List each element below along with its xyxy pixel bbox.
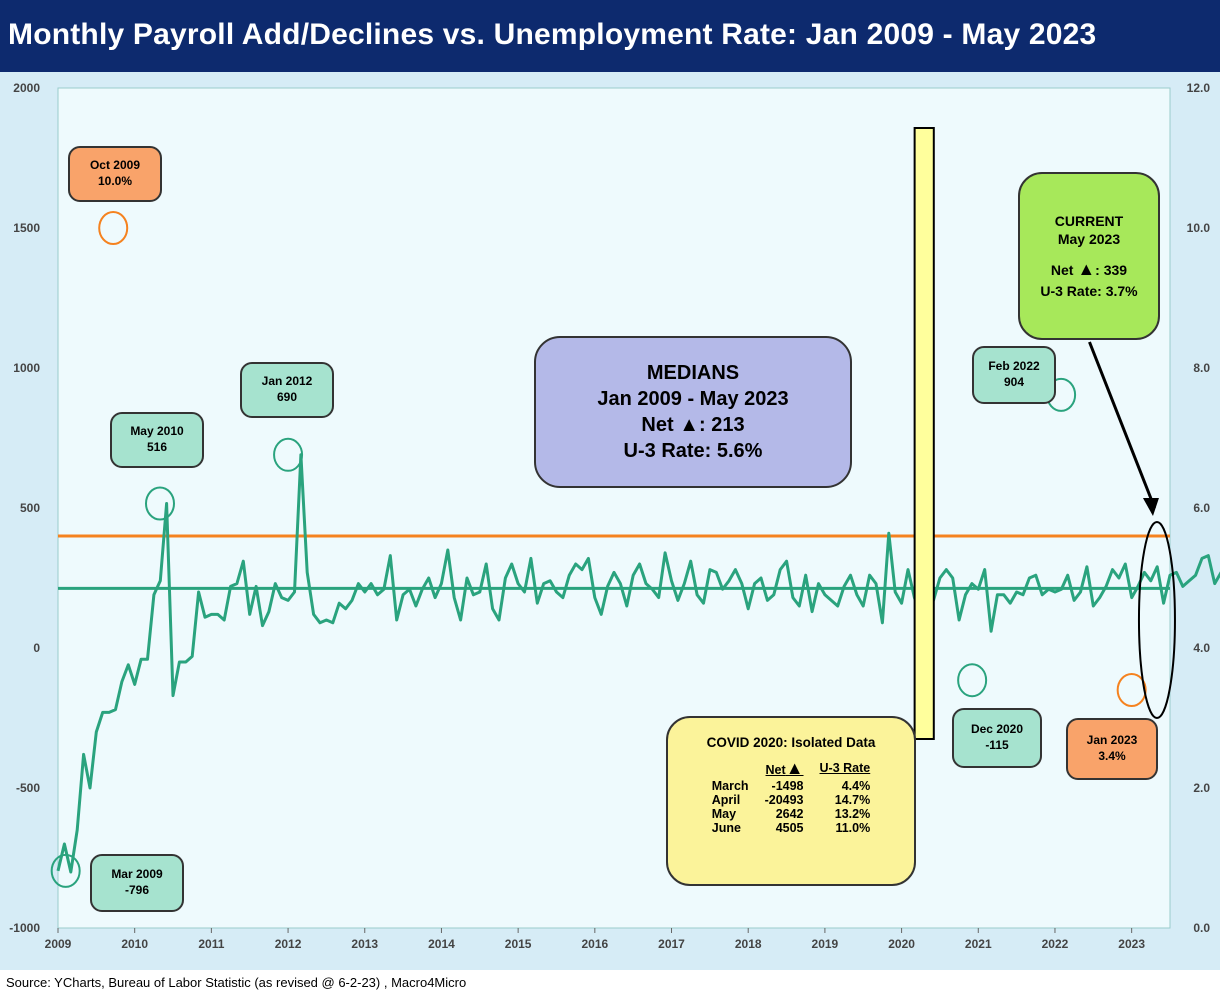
annotation-jan2012-value: 690 (276, 390, 298, 404)
highlight-jan2023 (1116, 673, 1147, 707)
highlight-jan2012 (273, 437, 304, 472)
left-axis-tick-label: 1000 (13, 361, 40, 375)
annotation-mar2009: Mar 2009 -796 (90, 854, 184, 912)
left-axis-tick-label: 1500 (13, 221, 40, 235)
x-axis-tick-label: 2015 (505, 937, 532, 951)
highlight-may2010 (144, 486, 175, 521)
annotation-jan2012: Jan 2012 690 (240, 362, 334, 418)
annotation-may2010-label: May 2010 (130, 424, 184, 439)
annotation-may2010-value: 516 (146, 440, 168, 454)
delta-icon: ▲ (785, 757, 804, 778)
delta-icon: ▲ (679, 414, 699, 436)
x-axis-tick-label: 2011 (198, 937, 224, 951)
annotation-jan2012-label: Jan 2012 (261, 374, 313, 389)
x-axis-tick-label: 2012 (275, 937, 302, 951)
medians-heading: MEDIANS (646, 362, 740, 384)
delta-icon: ▲ (1077, 259, 1096, 280)
annotation-jan2023-label: Jan 2023 (1086, 733, 1138, 748)
current-arrow-line (1088, 341, 1157, 509)
annotation-oct2009-label: Oct 2009 (89, 158, 141, 173)
medians-net: Net ▲: 213 (641, 412, 744, 438)
chart-area: 2000 1500 1000 500 0 -500 -1000 12.0 10.0 8.0 6.0 4… (0, 72, 1220, 970)
annotation-oct2009: Oct 2009 10.0% (68, 146, 162, 202)
covid-heading: COVID 2020: Isolated Data (706, 735, 876, 750)
right-axis-tick-label: 12.0 (1187, 81, 1211, 95)
medians-period: Jan 2009 - May 2023 (597, 388, 789, 410)
highlight-current (1137, 521, 1176, 719)
x-axis-tick-label: 2016 (581, 937, 608, 951)
left-axis-tick-label: 2000 (13, 81, 40, 95)
current-net: Net ▲: 339 (1051, 258, 1127, 281)
highlight-oct2009 (98, 211, 129, 245)
x-axis-tick-label: 2009 (45, 937, 72, 951)
covid-table: Net▲ U-3 Rate March -1498 4.4% April -20493… (704, 758, 878, 835)
current-net-value: : 339 (1095, 262, 1128, 279)
current-heading: CURRENT (1054, 213, 1124, 230)
medians-u3: U-3 Rate: 5.6% (623, 440, 763, 462)
table-row: June 4505 11.0% (711, 820, 871, 835)
annotation-mar2009-value: -796 (124, 883, 150, 897)
annotation-dec2020-label: Dec 2020 (970, 722, 1024, 737)
covid-col-rate: U-3 Rate (819, 761, 871, 776)
x-axis-tick-label: 2023 (1118, 937, 1145, 951)
current-box: CURRENT May 2023 Net ▲: 339 U-3 Rate: 3.… (1018, 172, 1160, 340)
highlight-dec2020 (957, 663, 988, 698)
source-note: Source: YCharts, Bureau of Labor Statist… (6, 975, 467, 990)
left-axis-tick-label: -500 (16, 781, 40, 795)
x-axis-tick-label: 2010 (121, 937, 148, 951)
right-axis-tick-label: 10.0 (1187, 221, 1211, 235)
chart-title: Monthly Payroll Add/Declines vs. Unemplo… (8, 18, 1097, 51)
current-net-label: Net (1050, 262, 1074, 279)
medians-net-label: Net (641, 414, 674, 436)
x-axis-tick-label: 2018 (735, 937, 762, 951)
left-axis-tick-label: -1000 (9, 921, 40, 935)
covid-col-net: Net▲ (765, 757, 804, 778)
right-axis-tick-label: 2.0 (1193, 781, 1210, 795)
chart-svg: 2000 1500 1000 500 0 -500 -1000 12.0 10.0 8.0 6.0 4… (9, 81, 1220, 951)
current-period: May 2023 (1057, 231, 1121, 248)
annotation-oct2009-value: 10.0% (97, 174, 133, 188)
x-axis-tick-label: 2019 (812, 937, 839, 951)
annotation-dec2020-value: -115 (985, 738, 1009, 752)
annotation-dec2020: Dec 2020 -115 (952, 708, 1042, 768)
right-axis-tick-label: 4.0 (1193, 641, 1210, 655)
x-axis-tick-label: 2021 (965, 937, 992, 951)
left-axis-tick-label: 0 (33, 641, 40, 655)
table-row: May 2642 13.2% (711, 806, 871, 821)
annotation-feb2022-label: Feb 2022 (988, 359, 1040, 374)
x-axis-tick-label: 2022 (1042, 937, 1069, 951)
medians-net-value: : 213 (699, 414, 745, 436)
medians-box: MEDIANS Jan 2009 - May 2023 Net ▲: 213 U… (534, 336, 852, 488)
covid-box: COVID 2020: Isolated Data Net▲ U-3 Rate … (666, 716, 916, 886)
annotation-feb2022-value: 904 (1003, 375, 1025, 389)
table-row: April -20493 14.7% (711, 792, 871, 807)
payroll-series-line (56, 453, 1220, 874)
x-axis-tick-label: 2020 (888, 937, 915, 951)
right-axis-tick-label: 6.0 (1193, 501, 1210, 515)
right-axis-tick-label: 0.0 (1193, 921, 1210, 935)
title-bar: Monthly Payroll Add/Declines vs. Unemplo… (0, 0, 1220, 72)
annotation-mar2009-label: Mar 2009 (111, 867, 163, 882)
current-arrow-head (1142, 498, 1159, 516)
left-axis-tick-label: 500 (20, 501, 40, 515)
plot-area (57, 87, 1171, 929)
highlight-mar2009 (50, 853, 81, 888)
right-axis-tick-label: 8.0 (1193, 361, 1210, 375)
x-axis-tick-label: 2013 (351, 937, 378, 951)
annotation-jan2023: Jan 2023 3.4% (1066, 718, 1158, 780)
covid-gap-band (913, 127, 935, 740)
table-row: March -1498 4.4% (711, 778, 871, 793)
current-u3: U-3 Rate: 3.7% (1040, 282, 1138, 299)
annotation-jan2023-value: 3.4% (1098, 749, 1126, 763)
annotation-feb2022: Feb 2022 904 (972, 346, 1056, 404)
annotation-may2010: May 2010 516 (110, 412, 204, 468)
x-axis-tick-label: 2014 (428, 937, 455, 951)
x-axis-tick-label: 2017 (658, 937, 685, 951)
